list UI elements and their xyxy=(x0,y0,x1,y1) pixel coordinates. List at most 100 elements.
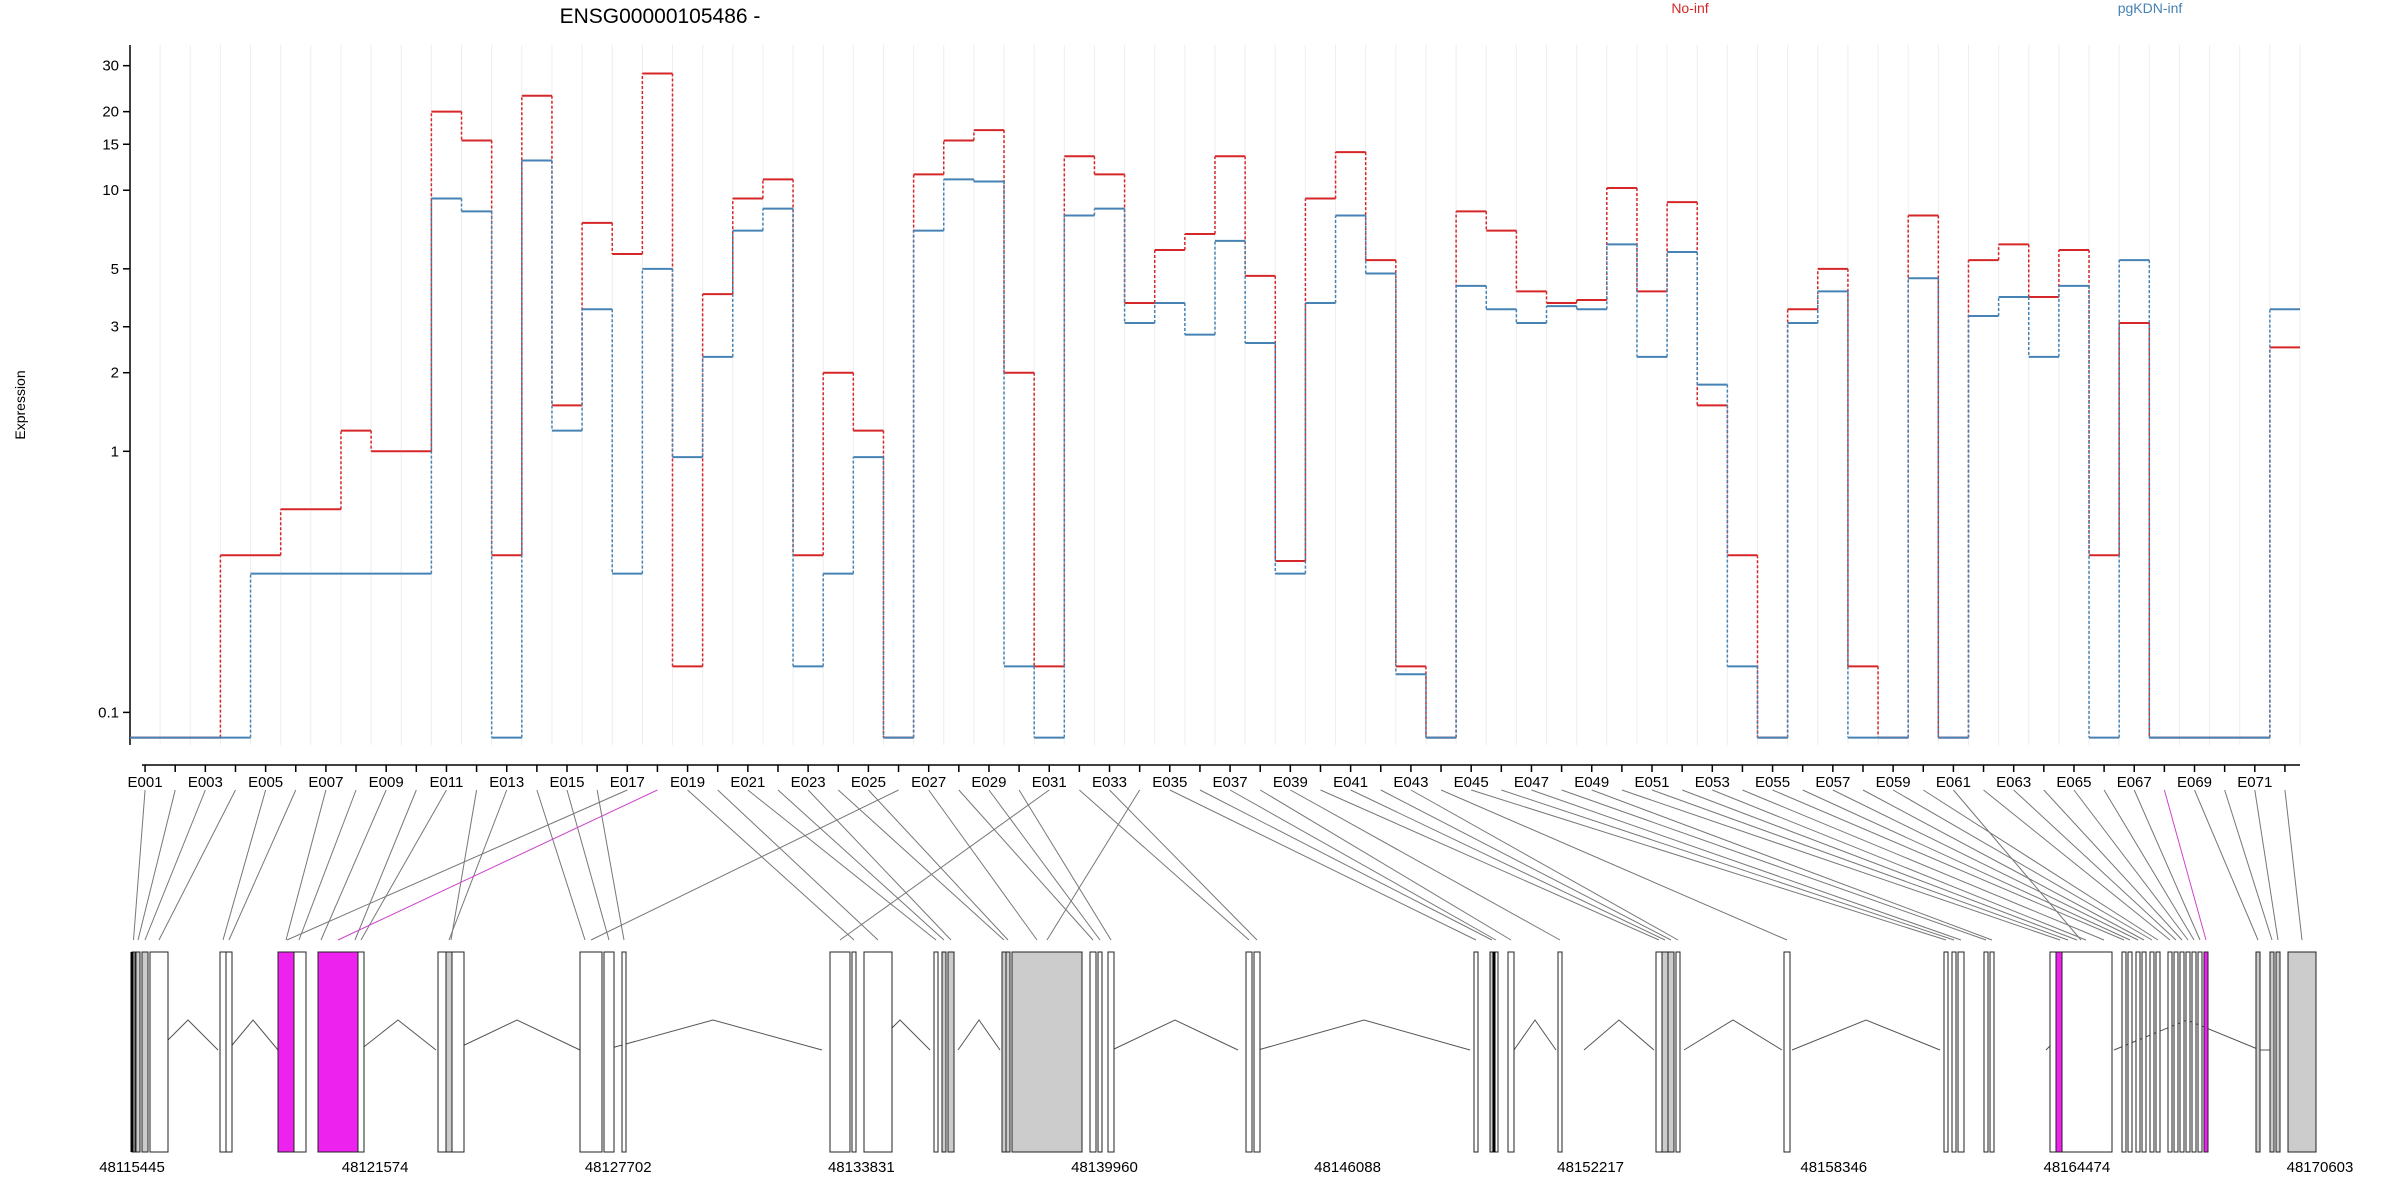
x-tick-label: E059 xyxy=(1876,774,1911,791)
exon xyxy=(2255,951,2261,1153)
connector xyxy=(928,789,1038,941)
connector xyxy=(988,789,1101,941)
x-tick-label: E007 xyxy=(308,774,343,791)
coord-tick-label: 48164474 xyxy=(2044,1159,2111,1176)
exon xyxy=(1783,951,1791,1153)
connector xyxy=(1410,789,1679,941)
intron xyxy=(1683,1019,1783,1051)
connector xyxy=(2284,789,2303,941)
exon xyxy=(1473,951,1479,1153)
coord-tick-label: 48139960 xyxy=(1071,1159,1138,1176)
intron xyxy=(359,1019,437,1051)
y-tick-label: 30 xyxy=(102,58,119,75)
x-tick-label: E047 xyxy=(1514,774,1549,791)
x-tick-label: E031 xyxy=(1032,774,1067,791)
x-tick-label: E013 xyxy=(489,774,524,791)
y-tick-label: 20 xyxy=(102,104,119,121)
x-tick-label: E043 xyxy=(1393,774,1428,791)
exon xyxy=(2197,951,2203,1153)
exon xyxy=(933,951,939,1153)
connector xyxy=(1259,789,1512,941)
intron xyxy=(1583,1019,1655,1051)
x-tick-label: E017 xyxy=(610,774,645,791)
connector xyxy=(1079,789,1250,941)
x-tick-label: E039 xyxy=(1273,774,1308,791)
y-tick-label: 3 xyxy=(111,319,119,336)
connector xyxy=(285,789,327,941)
connector xyxy=(1802,789,2131,941)
x-tick-label: E035 xyxy=(1152,774,1187,791)
exon xyxy=(445,951,453,1153)
connector xyxy=(450,789,478,941)
x-tick-label: E019 xyxy=(670,774,705,791)
intron xyxy=(1111,1019,1239,1051)
connector xyxy=(536,789,586,941)
connector xyxy=(144,789,206,941)
x-tick-label: E023 xyxy=(791,774,826,791)
exon xyxy=(149,951,169,1153)
exon xyxy=(1957,951,1965,1153)
x-tick-label: E027 xyxy=(911,774,946,791)
y-axis-label: Expression xyxy=(12,370,28,439)
exon xyxy=(579,951,603,1153)
connector xyxy=(222,789,267,941)
connector xyxy=(747,789,937,941)
exon xyxy=(2203,951,2209,1153)
x-tick-label: E029 xyxy=(971,774,1006,791)
coord-tick-label: 48158346 xyxy=(1800,1159,1867,1176)
exon xyxy=(1507,951,1515,1153)
exon xyxy=(2127,951,2133,1153)
exon xyxy=(317,951,359,1153)
exon xyxy=(1005,951,1011,1153)
connector xyxy=(2103,789,2195,941)
exon xyxy=(2167,951,2173,1153)
connector xyxy=(566,789,610,941)
connector xyxy=(1350,789,1666,941)
legend-No-inf: No-inf xyxy=(1671,0,1708,16)
connector xyxy=(1320,789,1660,941)
intron xyxy=(1257,1019,1471,1051)
exon xyxy=(2269,951,2275,1153)
intron xyxy=(1791,1019,1941,1051)
exon xyxy=(2191,951,2197,1153)
x-tick-label: E001 xyxy=(128,774,163,791)
exon xyxy=(1089,951,1097,1153)
connector xyxy=(2163,789,2207,941)
exon xyxy=(1675,951,1681,1153)
y-tick-label: 10 xyxy=(102,182,119,199)
connector xyxy=(1169,789,1477,941)
connector xyxy=(1742,789,2105,941)
y-tick-label: 15 xyxy=(102,136,119,153)
connector xyxy=(868,789,1009,941)
x-tick-label: E057 xyxy=(1815,774,1850,791)
connector xyxy=(837,789,1005,941)
x-tick-label: E069 xyxy=(2177,774,2212,791)
connector xyxy=(687,789,855,941)
exon xyxy=(621,951,627,1153)
exon xyxy=(603,951,615,1153)
connector xyxy=(448,789,508,941)
exon xyxy=(1943,951,1949,1153)
x-tick-label: E025 xyxy=(851,774,886,791)
exon xyxy=(135,951,141,1153)
x-tick-label: E033 xyxy=(1092,774,1127,791)
exon xyxy=(947,951,955,1153)
connector xyxy=(1046,789,1141,941)
coord-tick-label: 48121574 xyxy=(342,1159,409,1176)
genomic-coordinate-axis: 48115445 48121574 48127702 48133831 48139960… xyxy=(99,1159,2353,1176)
coord-tick-label: 48127702 xyxy=(585,1159,652,1176)
x-tick-label: E053 xyxy=(1695,774,1730,791)
x-tick-label: E063 xyxy=(1996,774,2031,791)
x-tick-label: E005 xyxy=(248,774,283,791)
exon-highlight xyxy=(2055,951,2063,1153)
y-tick-label: 0.1 xyxy=(98,704,119,721)
connector xyxy=(807,789,952,941)
x-tick-label: E011 xyxy=(429,774,463,791)
connector xyxy=(360,789,447,941)
coord-tick-label: 48133831 xyxy=(828,1159,895,1176)
exon xyxy=(1245,951,1253,1153)
x-axis: E001 E003 E005 E007 E009 E011 E013 E015 E017 E019… xyxy=(128,764,2300,791)
connector xyxy=(1892,789,2153,941)
exon xyxy=(2173,951,2179,1153)
